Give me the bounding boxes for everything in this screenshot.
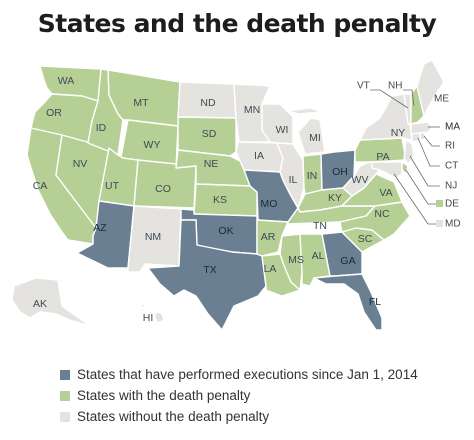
state-label-de: DE (445, 199, 459, 210)
state-label-fl: FL (369, 296, 381, 308)
state-label-ky: KY (328, 192, 342, 204)
state-swatch-md (436, 220, 443, 227)
state-hi (130, 300, 165, 324)
state-label-ak: AK (33, 298, 47, 310)
state-label-ca: CA (33, 180, 48, 192)
state-label-nh: NH (388, 81, 402, 92)
state-label-va: VA (379, 187, 392, 199)
state-nc (339, 201, 411, 241)
state-label-al: AL (312, 250, 325, 262)
states-layer (11, 59, 445, 331)
state-label-sc: SC (358, 233, 373, 245)
state-label-ok: OK (218, 225, 233, 237)
state-nh (410, 85, 425, 125)
state-label-ar: AR (261, 231, 276, 243)
state-label-nd: ND (200, 97, 216, 109)
state-ma (410, 121, 433, 135)
leader-line-ri (423, 135, 440, 147)
state-label-nc: NC (374, 208, 390, 220)
state-md (371, 161, 403, 179)
state-label-md: MD (445, 219, 461, 230)
state-label-wv: WV (352, 174, 369, 186)
state-label-ne: NE (204, 158, 219, 170)
state-label-ny: NY (391, 127, 406, 139)
state-label-ga: GA (340, 255, 355, 267)
state-label-nj: NJ (445, 181, 457, 192)
state-label-nv: NV (73, 158, 88, 170)
legend-item-death-penalty: States with the death penalty (60, 385, 418, 406)
state-label-ut: UT (105, 180, 120, 192)
state-tx (147, 219, 267, 331)
state-label-nm: NM (145, 231, 161, 243)
state-label-pa: PA (376, 151, 389, 163)
state-label-ct: CT (445, 161, 458, 172)
state-label-or: OR (46, 107, 62, 119)
state-label-hi: HI (143, 312, 154, 324)
us-states-map: WA OR CA NV ID MT WY UT AZ CO NM ND SD NE KS OK TX MN IA MO… (11, 59, 461, 331)
state-label-mn: MN (244, 104, 260, 116)
leader-line-nj (409, 155, 440, 187)
state-label-id: ID (96, 122, 107, 134)
state-label-sd: SD (202, 128, 217, 140)
legend-item-no-death-penalty: States without the death penalty (60, 406, 418, 427)
state-label-mo: MO (261, 198, 278, 210)
leader-lines (370, 89, 443, 227)
state-labels: WA OR CA NV ID MT WY UT AZ CO NM ND SD NE KS OK TX MN IA MO… (33, 75, 461, 324)
leader-line-nh (403, 89, 415, 107)
map-title: States and the death penalty (37, 9, 437, 38)
legend-item-executions: States that have performed executions si… (60, 364, 418, 385)
state-label-tx: TX (203, 264, 216, 276)
state-swatch-de (436, 200, 443, 207)
state-ak (11, 277, 91, 327)
state-label-mt: MT (133, 97, 149, 109)
state-label-wa: WA (58, 75, 75, 87)
state-label-ks: KS (213, 194, 227, 206)
state-label-ma: MA (445, 122, 460, 133)
leader-line-vt (370, 89, 409, 109)
state-label-mi: MI (309, 132, 321, 144)
state-sd (177, 116, 237, 157)
legend: States that have performed executions si… (60, 364, 418, 427)
legend-swatch-no-death-penalty (60, 411, 70, 422)
state-label-il: IL (289, 174, 298, 186)
state-label-la: LA (264, 263, 277, 275)
state-label-ri: RI (445, 141, 455, 152)
state-label-wy: WY (144, 139, 161, 151)
state-label-in: IN (307, 170, 318, 182)
legend-label-executions: States that have performed executions si… (77, 367, 418, 382)
state-label-ia: IA (254, 150, 264, 162)
state-label-me: ME (434, 94, 449, 105)
state-label-vt: VT (357, 81, 370, 92)
leader-line-ct (417, 137, 440, 167)
legend-swatch-death-penalty (60, 390, 70, 401)
state-label-az: AZ (93, 222, 107, 234)
state-label-ms: MS (288, 254, 304, 266)
state-label-oh: OH (332, 166, 348, 178)
state-label-wi: WI (276, 124, 289, 136)
state-fl (313, 273, 383, 331)
state-me (416, 59, 445, 117)
state-label-tn: TN (313, 220, 327, 232)
state-wv (342, 161, 383, 197)
legend-label-no-death-penalty: States without the death penalty (77, 409, 270, 424)
state-mi (286, 107, 326, 155)
state-il (276, 142, 305, 209)
state-label-co: CO (155, 183, 171, 195)
legend-label-death-penalty: States with the death penalty (77, 388, 251, 403)
legend-swatch-executions (60, 369, 70, 380)
